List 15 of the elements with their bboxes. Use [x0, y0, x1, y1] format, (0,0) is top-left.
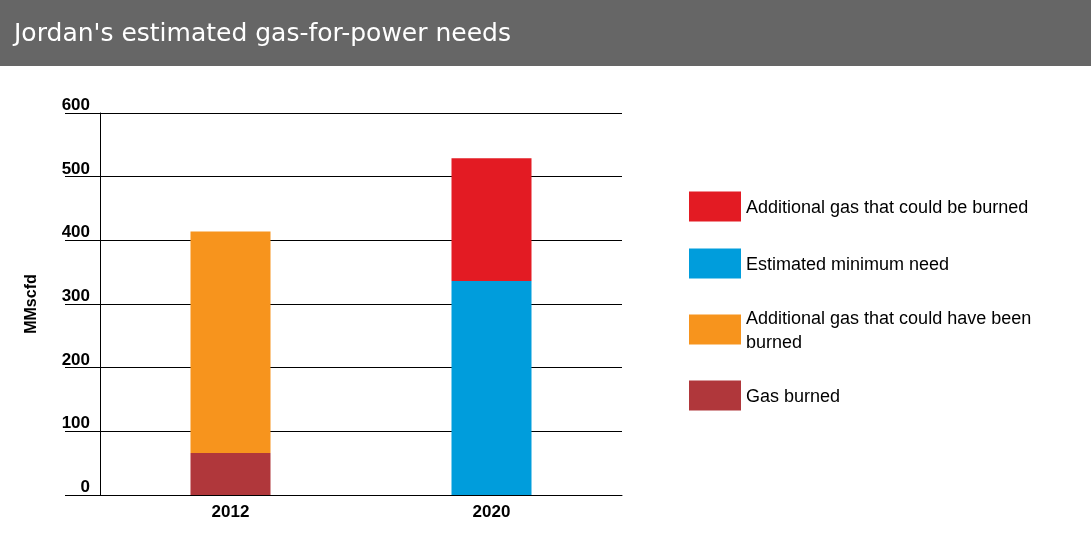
y-axis-title: MMscfd	[21, 274, 39, 334]
y-tick-label: 600	[61, 95, 90, 114]
y-tick-label: 0	[80, 477, 90, 496]
x-tick-label: 2012	[211, 502, 250, 521]
legend-label: Additional gas that could be burned	[746, 196, 1029, 217]
chart-title: Jordan's estimated gas-for-power needs	[0, 0, 1091, 66]
x-tick-label: 2020	[472, 502, 511, 521]
y-tick-label: 100	[61, 413, 90, 433]
legend-label: Additional gas that could have been burned	[746, 307, 1037, 352]
legend-label: Gas burned	[746, 385, 841, 406]
y-tick-label: 400	[61, 222, 90, 242]
y-tick-label: 500	[61, 158, 90, 178]
legend-label: Estimated minimum need	[746, 253, 950, 274]
y-tick-label: 200	[61, 349, 90, 369]
y-tick-label: 300	[61, 286, 90, 305]
